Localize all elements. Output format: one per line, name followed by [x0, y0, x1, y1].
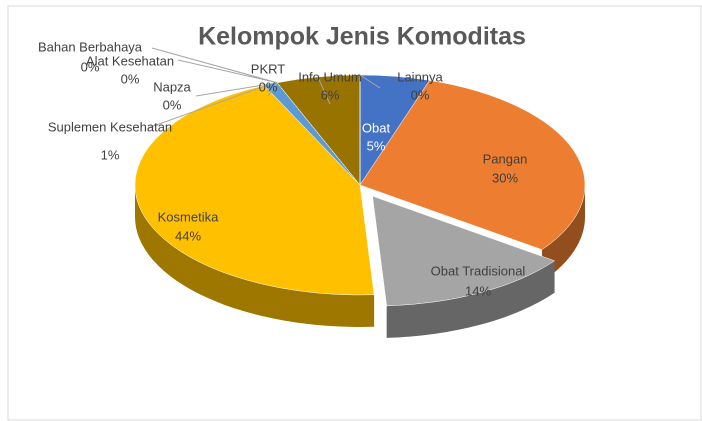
- slice: [359, 80, 586, 250]
- value-label: 44%: [175, 228, 201, 243]
- value-label: 6%: [321, 87, 340, 102]
- category-label: Suplemen Kesehatan: [48, 119, 172, 134]
- leader-line: [177, 59, 278, 84]
- value-label: 0%: [411, 87, 430, 102]
- category-label: Bahan Berbahaya: [38, 39, 143, 54]
- category-label: Alat Kesehatan: [86, 53, 174, 68]
- value-label: 14%: [465, 283, 491, 298]
- category-label: PKRT: [251, 61, 285, 76]
- category-label: Kosmetika: [158, 209, 219, 224]
- chart-title: Kelompok Jenis Komoditas: [198, 23, 526, 51]
- category-label: Obat: [362, 120, 391, 135]
- category-label: Pangan: [483, 151, 528, 166]
- slice-side: [135, 185, 375, 327]
- value-label: 0%: [81, 59, 100, 74]
- leader-line: [147, 83, 271, 129]
- value-label: 30%: [492, 170, 518, 185]
- category-label: Napza: [153, 79, 191, 94]
- category-label: Info Umum: [298, 69, 362, 84]
- slice: [372, 195, 556, 307]
- value-label: 0%: [163, 97, 182, 112]
- value-label: 0%: [121, 71, 140, 86]
- value-label: 0%: [259, 79, 278, 94]
- leader-line: [267, 82, 278, 97]
- leader-line: [317, 76, 331, 105]
- leader-line: [195, 82, 278, 97]
- slice-side: [542, 185, 585, 282]
- category-label: Lainnya: [397, 69, 443, 84]
- leader-line: [151, 47, 278, 84]
- value-label: 5%: [367, 138, 386, 153]
- value-label: 1%: [101, 147, 120, 162]
- category-label: Obat Tradisional: [431, 263, 526, 278]
- slice-side: [386, 260, 555, 338]
- leader-line: [359, 74, 381, 89]
